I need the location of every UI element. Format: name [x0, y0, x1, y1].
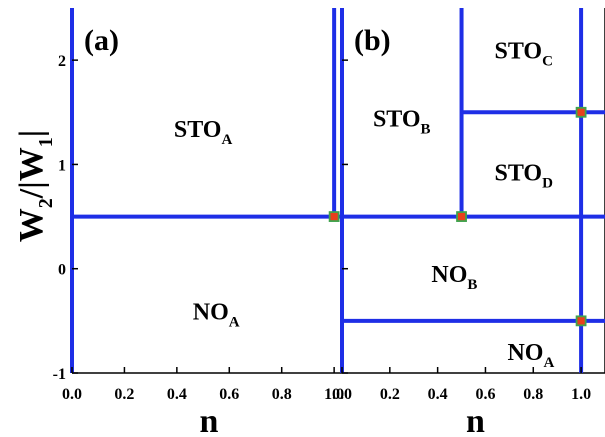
panel-b-xtick-label-0: 0.0 [332, 386, 352, 403]
panels: 0.0 0.2 0.4 0.6 0.8 1.0 -1 0 1 2 n (a) STOA NOA 0.0 0.2… [53, 8, 605, 437]
panel-b-xtick-label-3: 0.6 [475, 386, 495, 403]
panel-b-region-no-a: NOA [507, 340, 554, 371]
panel-b-xtick-label-5: 1.0 [571, 386, 591, 403]
panel-a-transition-point-0 [328, 211, 340, 222]
panel-a-xtick-label-0: 0.0 [62, 386, 82, 403]
panel-b-xtick-label-4: 0.8 [523, 386, 543, 403]
panel-a-region-sto-a: STOA [174, 117, 233, 148]
panel-a-label: (a) [84, 24, 119, 57]
panel-a-xtick-label-3: 0.6 [219, 386, 239, 403]
y-tick-label-1: 0 [58, 262, 66, 279]
panel-b-transition-point-0 [456, 211, 467, 222]
panel-a-xtick-label-5: 1.0 [324, 386, 344, 403]
panel-b-label: (b) [354, 24, 391, 57]
y-axis-title: W2/|W1| [13, 130, 57, 242]
panel-b: 0.0 0.2 0.4 0.6 0.8 1.0 n (b) STOB STOC STOD NOB NOA [332, 8, 605, 437]
panel-a-xtick-label-1: 0.2 [114, 386, 134, 403]
y-axis-title-bar-w1: /|W [13, 147, 50, 199]
panel-a: 0.0 0.2 0.4 0.6 0.8 1.0 -1 0 1 2 n (a) STOA NOA [53, 8, 344, 437]
panel-a-xtick-label-4: 0.8 [272, 386, 292, 403]
panel-b-transition-point-2 [575, 315, 587, 327]
panel-b-xtick-label-2: 0.4 [428, 386, 448, 403]
panel-b-region-sto-d: STOD [494, 161, 553, 192]
y-tick-label-0: -1 [53, 366, 66, 383]
y-axis-title-sub-1: 1 [35, 137, 57, 147]
panel-b-transition-point-1 [575, 106, 587, 118]
panel-b-region-no-b: NOB [431, 262, 477, 293]
y-tick-label-3: 2 [58, 53, 66, 70]
panel-b-x-axis-title: n [466, 403, 485, 437]
y-axis-title-bar-close: | [13, 130, 50, 138]
panel-b-region-sto-c: STOC [494, 39, 552, 70]
y-axis-title-w2: W [13, 208, 50, 242]
panel-a-region-no-a: NOA [193, 299, 240, 330]
panel-a-x-axis-title: n [200, 403, 219, 437]
panel-b-xtick-label-1: 0.2 [380, 386, 400, 403]
svg-text:W2/|W1|: W2/|W1| [13, 130, 57, 242]
panel-b-region-sto-b: STOB [373, 107, 431, 138]
y-axis-title-sub-2: 2 [35, 198, 57, 208]
y-tick-label-2: 1 [58, 157, 66, 174]
panel-a-xtick-label-2: 0.4 [167, 386, 187, 403]
panel-b-frame [341, 8, 605, 374]
